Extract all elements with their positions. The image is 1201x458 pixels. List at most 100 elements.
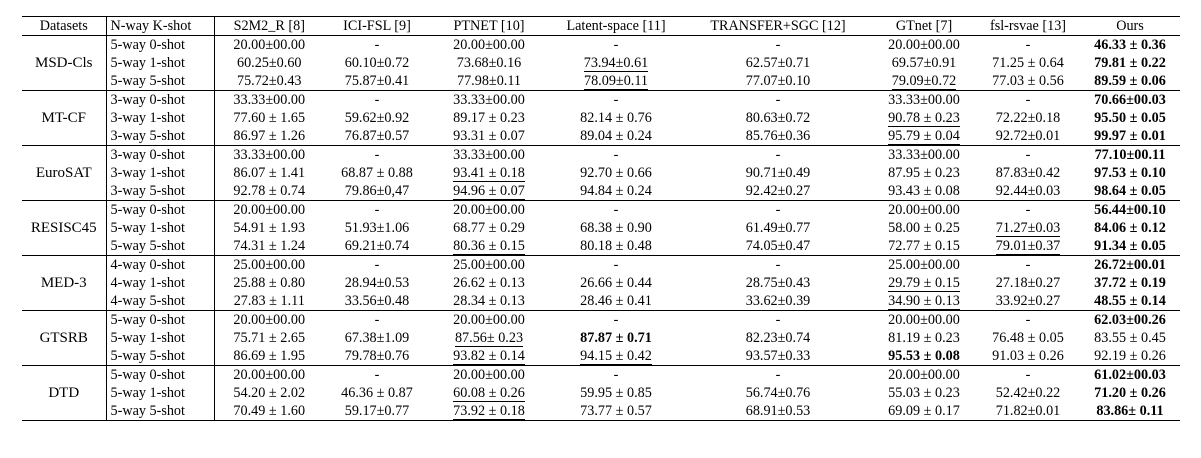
header-latent-space: Latent-space [11] bbox=[566, 18, 666, 34]
value-text: 68.77 ± 0.29 bbox=[453, 220, 525, 236]
value-text: 26.62 ± 0.13 bbox=[453, 275, 525, 291]
value-cell: 25.00±00.00 bbox=[214, 256, 324, 275]
setting-cell: 3-way 0-shot bbox=[106, 145, 215, 164]
value-text: - bbox=[374, 37, 380, 53]
dataset-name: DTD bbox=[22, 365, 107, 421]
table-row: RESISC45 5-way 0-shot 20.00±00.00 - 20.00±00… bbox=[22, 200, 1180, 256]
value-text: 62.57±0.71 bbox=[745, 55, 811, 71]
header-s2m2r: S2M2_R [8] bbox=[233, 18, 305, 34]
value-text: 76.87±0.57 bbox=[344, 128, 410, 144]
value-cell: 20.00±00.00 bbox=[430, 366, 548, 385]
value-text: 98.64 ± 0.05 bbox=[1094, 183, 1166, 199]
value-text: 70.49 ± 1.60 bbox=[233, 403, 306, 419]
value-cell: 89.17 ± 0.23 bbox=[430, 109, 548, 127]
value-text: 68.91±0.53 bbox=[745, 403, 811, 419]
table-row: 3-way 1-shot 86.07 ± 1.41 68.87 ± 0.88 93.4… bbox=[22, 164, 1180, 182]
value-cell: 54.20 ± 2.02 bbox=[214, 384, 324, 402]
value-cell: 94.15 ± 0.42 bbox=[548, 347, 684, 366]
value-text: 92.44±0.03 bbox=[995, 183, 1061, 199]
dataset-name: MT-CF bbox=[22, 90, 107, 146]
value-cell: 93.41 ± 0.18 bbox=[430, 164, 548, 182]
value-cell: 33.62±0.39 bbox=[684, 292, 872, 311]
value-text: 28.75±0.43 bbox=[745, 275, 811, 291]
value-text: 72.22±0.18 bbox=[995, 110, 1061, 126]
value-text: 20.00±00.00 bbox=[888, 37, 960, 53]
value-cell: 61.49±0.77 bbox=[684, 219, 872, 237]
value-text: 26.66 ± 0.44 bbox=[580, 275, 652, 291]
value-cell: 77.07±0.10 bbox=[684, 72, 872, 91]
value-cell: 73.92 ± 0.18 bbox=[430, 402, 548, 421]
ours-cell: 99.97 ± 0.01 bbox=[1080, 127, 1180, 146]
value-text: - bbox=[1025, 147, 1031, 163]
value-cell: - bbox=[976, 36, 1080, 55]
value-text: 26.72±00.01 bbox=[1094, 257, 1166, 273]
header-ptnet: PTNET [10] bbox=[453, 18, 525, 34]
value-cell: 85.76±0.36 bbox=[684, 127, 872, 146]
value-cell: 90.71±0.49 bbox=[684, 164, 872, 182]
value-cell: - bbox=[548, 36, 684, 55]
value-cell: 62.57±0.71 bbox=[684, 54, 872, 72]
value-cell: 72.77 ± 0.15 bbox=[872, 237, 976, 256]
value-cell: 82.14 ± 0.76 bbox=[548, 109, 684, 127]
table-row: EuroSAT 3-way 0-shot 33.33±00.00 - 33.33±00.… bbox=[22, 145, 1180, 201]
value-text: 82.23±0.74 bbox=[745, 330, 811, 346]
value-cell: - bbox=[324, 91, 430, 110]
value-cell: 72.22±0.18 bbox=[976, 109, 1080, 127]
value-cell: 94.84 ± 0.24 bbox=[548, 182, 684, 201]
value-text: 75.72±0.43 bbox=[236, 73, 302, 89]
value-text: 73.68±0.16 bbox=[456, 55, 522, 71]
value-cell: 33.33±00.00 bbox=[214, 91, 324, 110]
setting-cell: 5-way 0-shot bbox=[106, 200, 215, 219]
value-text: - bbox=[775, 257, 781, 273]
value-text: 89.17 ± 0.23 bbox=[453, 110, 525, 126]
value-text: 33.92±0.27 bbox=[995, 293, 1061, 309]
value-cell: - bbox=[548, 91, 684, 110]
value-cell: 68.38 ± 0.90 bbox=[548, 219, 684, 237]
value-text: 20.00±00.00 bbox=[453, 312, 525, 328]
value-cell: 33.33±00.00 bbox=[872, 146, 976, 165]
value-cell: 33.33±00.00 bbox=[214, 146, 324, 165]
ours-cell: 89.59 ± 0.06 bbox=[1080, 72, 1180, 91]
value-cell: 20.00±00.00 bbox=[430, 311, 548, 330]
value-text: 73.77 ± 0.57 bbox=[580, 403, 652, 419]
value-text: 60.25±0.60 bbox=[236, 55, 302, 71]
value-text: 59.17±0.77 bbox=[344, 403, 410, 419]
value-text: - bbox=[613, 202, 619, 218]
value-cell: - bbox=[976, 256, 1080, 275]
value-cell: 74.31 ± 1.24 bbox=[214, 237, 324, 256]
value-text: 87.83±0.42 bbox=[995, 165, 1061, 181]
value-cell: 94.96 ± 0.07 bbox=[430, 182, 548, 201]
value-cell: - bbox=[976, 311, 1080, 330]
value-text: 84.06 ± 0.12 bbox=[1094, 220, 1166, 236]
value-cell: 93.57±0.33 bbox=[684, 347, 872, 366]
dataset-name: RESISC45 bbox=[22, 200, 107, 256]
value-cell: 56.74±0.76 bbox=[684, 384, 872, 402]
value-cell: 73.68±0.16 bbox=[430, 54, 548, 72]
value-cell: 59.17±0.77 bbox=[324, 402, 430, 421]
value-cell: 25.00±00.00 bbox=[872, 256, 976, 275]
value-cell: 87.95 ± 0.23 bbox=[872, 164, 976, 182]
value-text: 46.33 ± 0.36 bbox=[1094, 37, 1166, 53]
value-text: - bbox=[613, 92, 619, 108]
value-cell: 29.79 ± 0.15 bbox=[872, 274, 976, 292]
value-text: 94.15 ± 0.42 bbox=[580, 348, 652, 365]
value-cell: - bbox=[976, 366, 1080, 385]
value-cell: 79.01±0.37 bbox=[976, 237, 1080, 256]
value-cell: 92.44±0.03 bbox=[976, 182, 1080, 201]
value-cell: 60.08 ± 0.26 bbox=[430, 384, 548, 402]
value-text: - bbox=[374, 312, 380, 328]
setting-cell: 3-way 0-shot bbox=[106, 90, 215, 109]
table-row: 5-way 1-shot 75.71 ± 2.65 67.38±1.09 87.56±… bbox=[22, 329, 1180, 347]
table-row: 3-way 5-shot 86.97 ± 1.26 76.87±0.57 93.31 … bbox=[22, 127, 1180, 146]
value-cell: - bbox=[684, 36, 872, 55]
value-cell: 95.53 ± 0.08 bbox=[872, 347, 976, 366]
results-table-container: Datasets N-way K-shot S2M2_R [8] ICI-FSL… bbox=[22, 16, 1180, 421]
value-text: 87.56± 0.23 bbox=[454, 330, 524, 347]
value-cell: 74.05±0.47 bbox=[684, 237, 872, 256]
table-row: 3-way 1-shot 77.60 ± 1.65 59.62±0.92 89.17 … bbox=[22, 109, 1180, 127]
value-cell: - bbox=[684, 91, 872, 110]
value-text: 95.50 ± 0.05 bbox=[1094, 110, 1166, 126]
value-text: 58.00 ± 0.25 bbox=[888, 220, 960, 236]
value-cell: 58.00 ± 0.25 bbox=[872, 219, 976, 237]
value-cell: 75.71 ± 2.65 bbox=[214, 329, 324, 347]
